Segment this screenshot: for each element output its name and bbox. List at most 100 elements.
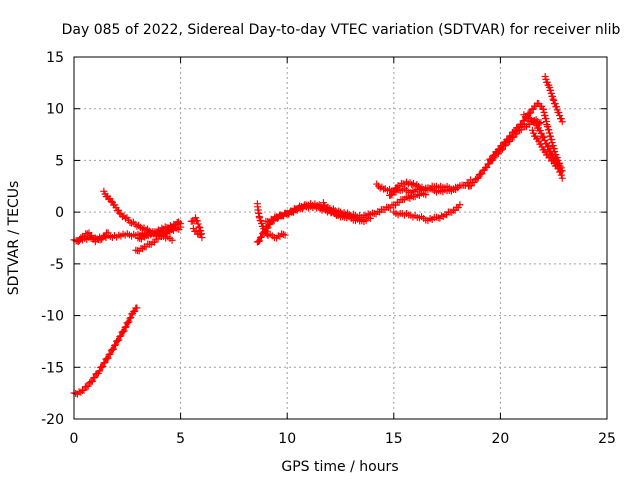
- data-point: [115, 336, 123, 344]
- data-point: [75, 237, 83, 245]
- data-point: [507, 132, 515, 140]
- data-point: [555, 165, 563, 173]
- data-point: [540, 133, 548, 141]
- data-point: [119, 328, 127, 336]
- data-point: [281, 231, 289, 239]
- data-point: [127, 314, 135, 322]
- y-axis-label: SDTVAR / TECUs: [6, 181, 22, 296]
- x-axis-label: GPS time / hours: [281, 459, 398, 475]
- data-points: [70, 72, 566, 398]
- data-point: [116, 332, 124, 340]
- x-tick-label: 20: [491, 431, 509, 447]
- data-point: [558, 118, 566, 126]
- series-track-e: [134, 219, 185, 243]
- data-point: [545, 83, 553, 91]
- data-point: [406, 179, 414, 187]
- data-point: [261, 228, 269, 236]
- series-track-p: [486, 99, 564, 170]
- data-point: [195, 223, 203, 231]
- data-point: [105, 351, 113, 359]
- x-tick-label: 10: [278, 431, 296, 447]
- grid: [74, 57, 607, 419]
- axis-ticks: 0 5 10 15 20 25 -20 -15 -10 -5 0 5 10 15: [41, 50, 616, 447]
- x-tick-label: 0: [70, 431, 79, 447]
- series-track-d: [132, 218, 182, 255]
- x-tick-label: 25: [598, 431, 616, 447]
- data-point: [121, 323, 129, 331]
- data-point: [112, 341, 120, 349]
- data-point: [558, 174, 566, 182]
- data-point: [77, 234, 85, 242]
- series-track-m: [386, 178, 462, 199]
- data-point: [117, 332, 125, 340]
- data-point: [390, 187, 398, 195]
- data-point: [483, 163, 491, 171]
- data-point: [158, 224, 166, 232]
- data-point: [107, 197, 115, 205]
- data-point: [133, 304, 141, 312]
- data-point: [96, 367, 104, 375]
- data-point: [549, 95, 557, 103]
- data-point: [439, 212, 447, 220]
- data-point: [474, 174, 482, 182]
- data-point: [547, 86, 555, 94]
- data-point: [550, 96, 558, 104]
- data-point: [101, 359, 109, 367]
- data-point: [557, 171, 565, 179]
- chart-title: Day 085 of 2022, Sidereal Day-to-day VTE…: [62, 22, 621, 38]
- data-point: [488, 155, 496, 163]
- data-point: [98, 235, 106, 243]
- data-point: [504, 135, 512, 143]
- data-point: [531, 120, 539, 128]
- data-point: [91, 373, 99, 381]
- data-point: [122, 323, 130, 331]
- data-point: [193, 217, 201, 225]
- data-point: [411, 182, 419, 190]
- data-point: [177, 220, 185, 228]
- y-tick-label: 5: [55, 153, 64, 169]
- data-point: [518, 120, 526, 128]
- data-point: [114, 337, 122, 345]
- y-tick-label: -5: [50, 257, 64, 273]
- data-point: [151, 238, 159, 246]
- data-point: [80, 386, 88, 394]
- data-point: [470, 178, 478, 186]
- data-point: [491, 151, 499, 159]
- data-point: [553, 103, 561, 111]
- data-point: [109, 345, 117, 353]
- data-point: [525, 114, 533, 122]
- data-point: [557, 168, 565, 176]
- data-point: [192, 214, 200, 222]
- y-tick-label: -20: [41, 412, 64, 428]
- series-track-q: [520, 111, 566, 175]
- data-point: [88, 377, 96, 385]
- y-tick-label: 15: [46, 50, 64, 66]
- y-tick-label: -10: [41, 309, 64, 325]
- data-point: [537, 119, 545, 127]
- data-point: [166, 222, 174, 230]
- data-point: [84, 382, 92, 390]
- data-point: [499, 141, 507, 149]
- data-point: [548, 92, 556, 100]
- data-point: [495, 145, 503, 153]
- data-point: [104, 229, 112, 237]
- data-point: [258, 233, 266, 241]
- data-point: [126, 314, 134, 322]
- data-point: [111, 341, 119, 349]
- y-tick-label: 10: [46, 102, 64, 118]
- x-tick-label: 15: [385, 431, 403, 447]
- data-point: [157, 233, 165, 241]
- data-point: [360, 217, 368, 225]
- data-point: [264, 224, 272, 232]
- data-point: [456, 201, 464, 209]
- data-point: [99, 363, 107, 371]
- series-track-f: [187, 214, 206, 242]
- data-point: [194, 220, 202, 228]
- data-point: [557, 115, 565, 123]
- data-point: [551, 100, 559, 108]
- series-track-g: [70, 304, 141, 398]
- data-point: [255, 237, 263, 245]
- data-point: [96, 236, 104, 244]
- data-point: [376, 184, 384, 192]
- data-point: [545, 143, 553, 151]
